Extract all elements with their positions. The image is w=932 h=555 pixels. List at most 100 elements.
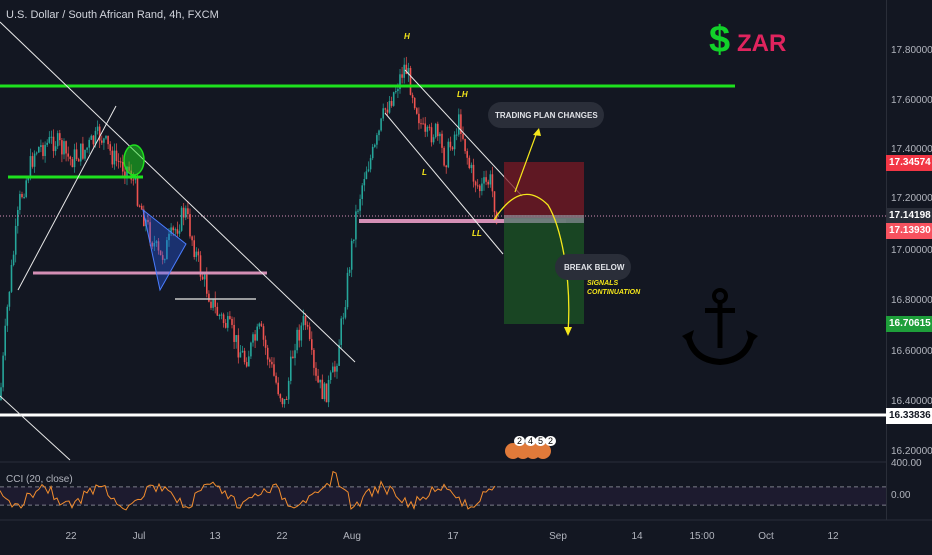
candle-body: [46, 142, 48, 145]
candle-body: [445, 165, 447, 168]
price-label: 16.80000: [891, 295, 932, 306]
candle-body: [115, 150, 118, 161]
candle-body: [126, 166, 128, 178]
highlight-ellipse[interactable]: [123, 144, 145, 176]
candle-body: [25, 180, 27, 198]
candle-body: [82, 143, 84, 159]
candle-body: [256, 326, 258, 341]
candle-body: [185, 208, 187, 218]
candle-body: [439, 133, 441, 137]
channel-down-upper[interactable]: [404, 69, 523, 197]
candle-body: [195, 251, 198, 257]
candle-body: [304, 315, 307, 325]
candle-body: [180, 207, 183, 231]
candle-body: [157, 241, 160, 251]
candle-body: [27, 178, 30, 181]
candle-body: [365, 171, 368, 180]
candle-body: [92, 135, 95, 145]
candle-body: [336, 365, 338, 372]
price-label: 17.00000: [891, 245, 932, 256]
candle-body: [161, 255, 164, 260]
candle-body: [344, 307, 347, 318]
candle-body: [464, 138, 466, 152]
time-label: 15:00: [689, 531, 715, 542]
candle-body: [388, 101, 391, 113]
candle-body: [23, 197, 25, 199]
candle-body: [147, 219, 149, 223]
event-count-1: 2: [514, 436, 525, 446]
candle-body: [203, 274, 206, 280]
anchor-icon: [682, 288, 758, 366]
candle-body: [94, 130, 97, 145]
cci-indicator-label[interactable]: CCI (20, close): [6, 474, 73, 485]
candle-body: [239, 352, 242, 358]
candle-body: [8, 291, 11, 307]
economic-events[interactable]: [505, 443, 551, 459]
candle-body: [359, 198, 361, 211]
candle-body: [166, 240, 168, 260]
candle-body: [306, 324, 309, 327]
candle-body: [453, 134, 456, 150]
candle-body: [31, 156, 34, 167]
candle-body: [119, 161, 122, 163]
candle-body: [134, 178, 137, 180]
candle-body: [233, 324, 235, 342]
entry-zone: [504, 215, 584, 223]
candle-body: [315, 367, 317, 376]
candle-body: [418, 113, 420, 124]
candle-body: [279, 394, 282, 399]
stop-loss-zone[interactable]: [504, 162, 584, 218]
candle-body: [292, 356, 294, 359]
candle-body: [416, 108, 418, 114]
price-axis[interactable]: [886, 0, 932, 520]
candle-body: [346, 272, 349, 308]
trendline-bottom-left[interactable]: [0, 395, 71, 461]
candle-body: [212, 299, 214, 308]
candle-body: [201, 276, 204, 280]
candle-body: [397, 89, 399, 92]
projection-curve[interactable]: [493, 193, 570, 334]
candle-body: [290, 356, 292, 381]
trendline-long-down[interactable]: [0, 21, 356, 363]
price-label: 17.40000: [891, 144, 932, 155]
continuation-text: CONTINUATION: [587, 289, 641, 296]
channel-up-lower[interactable]: [17, 105, 117, 291]
symbol-title[interactable]: U.S. Dollar / South African Rand, 4h, FX…: [6, 9, 219, 21]
triangle-pattern[interactable]: [142, 208, 187, 292]
candle-body: [214, 299, 216, 307]
candle-body: [350, 240, 353, 270]
candle-body: [44, 144, 46, 157]
candle-body: [420, 123, 422, 125]
candle-body: [111, 150, 114, 165]
candle-body: [300, 325, 303, 341]
candle-body: [38, 147, 40, 153]
channel-down-lower[interactable]: [384, 112, 504, 255]
candle-body: [122, 161, 124, 172]
candle-body: [103, 138, 105, 143]
candle-body: [449, 141, 452, 148]
price-label: 17.60000: [891, 95, 932, 106]
candle-body: [426, 126, 429, 132]
candle-body: [325, 383, 328, 403]
trading-plan-text: TRADING PLAN CHANGES: [495, 111, 598, 120]
candle-body: [149, 222, 151, 243]
candle-body: [101, 140, 103, 143]
candle-body: [479, 185, 481, 192]
candle-body: [323, 383, 326, 400]
candle-body: [220, 314, 223, 316]
projection-up[interactable]: [514, 131, 538, 193]
candle-body: [447, 141, 450, 168]
candle-body: [460, 114, 462, 134]
candle-body: [275, 375, 277, 383]
candle-body: [248, 356, 250, 367]
candle-body: [105, 135, 107, 139]
candle-body: [462, 133, 464, 139]
candle-body: [472, 164, 475, 182]
candle-body: [107, 135, 109, 145]
candle-body: [224, 322, 227, 328]
candle-body: [71, 159, 74, 168]
candle-body: [321, 379, 324, 400]
candle-body: [235, 335, 237, 342]
candle-body: [69, 156, 72, 160]
